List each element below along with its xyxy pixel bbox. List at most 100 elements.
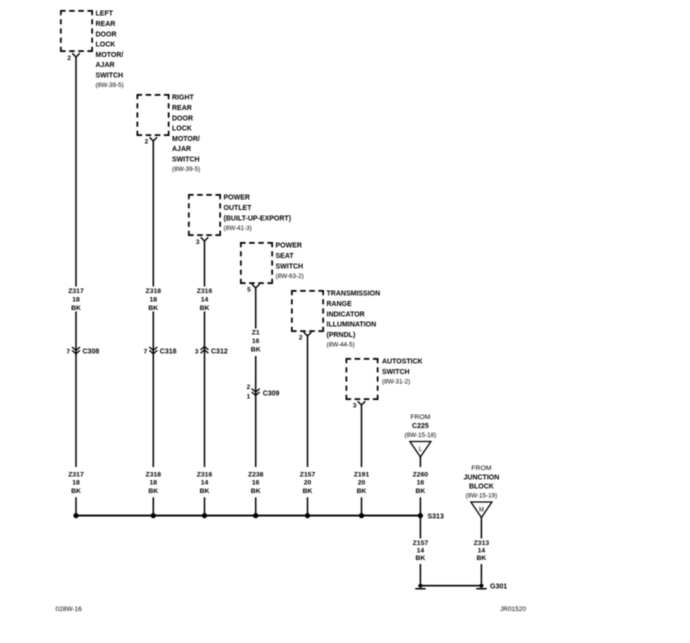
svg-text:BK: BK	[415, 488, 425, 495]
svg-text:7: 7	[66, 349, 70, 356]
svg-text:5: 5	[247, 287, 251, 294]
svg-text:BK: BK	[71, 305, 81, 312]
svg-text:C225: C225	[412, 423, 429, 430]
svg-text:INDICATOR: INDICATOR	[327, 311, 365, 318]
svg-text:(8W-41-3): (8W-41-3)	[224, 225, 252, 232]
svg-text:(8W-63-2): (8W-63-2)	[276, 273, 304, 280]
svg-text:G301: G301	[490, 584, 507, 591]
svg-text:20: 20	[304, 480, 312, 487]
svg-text:RANGE: RANGE	[327, 301, 353, 308]
svg-text:(8W-15-19): (8W-15-19)	[466, 492, 498, 499]
svg-text:(BUILT-UP-EXPORT): (BUILT-UP-EXPORT)	[224, 215, 292, 222]
svg-text:(8W-39-5): (8W-39-5)	[172, 166, 200, 173]
svg-text:BK: BK	[251, 346, 261, 353]
svg-text:C308: C308	[83, 349, 100, 356]
svg-text:Z1: Z1	[252, 330, 260, 337]
svg-text:7: 7	[144, 349, 148, 356]
svg-text:Z191: Z191	[354, 471, 370, 478]
svg-text:3: 3	[353, 403, 357, 410]
svg-text:OUTLET: OUTLET	[224, 205, 253, 212]
svg-text:3: 3	[195, 349, 199, 356]
svg-text:18: 18	[150, 480, 158, 487]
svg-text:028W-16: 028W-16	[56, 606, 83, 613]
svg-text:MOTOR/: MOTOR/	[172, 136, 200, 143]
svg-text:Z157: Z157	[300, 471, 316, 478]
svg-text:AJAR: AJAR	[96, 62, 115, 69]
svg-text:REAR: REAR	[96, 21, 116, 28]
svg-text:SWITCH: SWITCH	[96, 73, 124, 80]
svg-text:SWITCH: SWITCH	[276, 263, 304, 270]
svg-text:RIGHT: RIGHT	[172, 95, 195, 102]
svg-text:(8W-15-18): (8W-15-18)	[405, 432, 437, 439]
svg-text:Z238: Z238	[248, 471, 264, 478]
svg-text:JUNCTION: JUNCTION	[464, 475, 500, 482]
svg-text:1: 1	[247, 394, 251, 401]
svg-text:POWER: POWER	[276, 243, 302, 250]
svg-text:AUTOSTICK: AUTOSTICK	[382, 359, 423, 366]
svg-text:16: 16	[417, 480, 425, 487]
svg-text:DOOR: DOOR	[96, 31, 117, 38]
svg-text:S313: S313	[428, 514, 444, 521]
svg-text:Z260: Z260	[413, 471, 429, 478]
svg-text:AJAR: AJAR	[172, 146, 191, 153]
svg-text:(8W-39-5): (8W-39-5)	[96, 82, 124, 89]
svg-text:14: 14	[201, 480, 209, 487]
svg-text:POWER: POWER	[224, 195, 250, 202]
svg-text:MOTOR/: MOTOR/	[96, 52, 124, 59]
svg-text:(8W-44-5): (8W-44-5)	[327, 341, 355, 348]
svg-text:SEAT: SEAT	[276, 253, 295, 260]
svg-text:14: 14	[417, 547, 425, 554]
svg-text:BK: BK	[71, 488, 81, 495]
svg-text:JR01520: JR01520	[500, 606, 526, 613]
svg-text:C309: C309	[263, 390, 280, 397]
svg-text:SWITCH: SWITCH	[172, 157, 200, 164]
svg-text:BK: BK	[303, 488, 313, 495]
svg-text:SWITCH: SWITCH	[382, 369, 410, 376]
svg-text:BK: BK	[148, 305, 158, 312]
svg-text:16: 16	[252, 480, 260, 487]
svg-text:Z157: Z157	[413, 540, 429, 547]
svg-text:BK: BK	[200, 488, 210, 495]
svg-text:BK: BK	[415, 555, 425, 562]
svg-text:M: M	[479, 506, 484, 513]
svg-text:Z318: Z318	[146, 471, 162, 478]
svg-text:FROM: FROM	[471, 465, 491, 472]
svg-text:FROM: FROM	[410, 414, 430, 421]
svg-text:(PRNDL): (PRNDL)	[327, 332, 356, 339]
svg-text:16: 16	[252, 338, 260, 345]
svg-text:2: 2	[299, 335, 303, 342]
svg-text:20: 20	[358, 480, 366, 487]
svg-text:Z316: Z316	[197, 288, 213, 295]
svg-text:Z318: Z318	[146, 288, 162, 295]
svg-text:C318: C318	[160, 349, 177, 356]
svg-text:REAR: REAR	[172, 105, 192, 112]
svg-text:LOCK: LOCK	[96, 42, 116, 49]
svg-text:Z317: Z317	[68, 471, 84, 478]
svg-text:BK: BK	[476, 555, 486, 562]
svg-text:BK: BK	[200, 305, 210, 312]
svg-text:L: L	[419, 446, 423, 453]
svg-text:14: 14	[201, 297, 209, 304]
svg-text:LEFT: LEFT	[96, 11, 114, 18]
svg-text:14: 14	[478, 547, 486, 554]
svg-text:LOCK: LOCK	[172, 126, 192, 133]
svg-text:TRANSMISSION: TRANSMISSION	[327, 291, 381, 298]
svg-text:Z317: Z317	[68, 288, 84, 295]
svg-text:2: 2	[247, 384, 251, 391]
svg-text:(8W-31-2): (8W-31-2)	[382, 379, 410, 386]
svg-text:18: 18	[150, 297, 158, 304]
svg-text:18: 18	[72, 297, 80, 304]
svg-text:DOOR: DOOR	[172, 115, 193, 122]
svg-text:Z313: Z313	[474, 540, 490, 547]
svg-text:BK: BK	[357, 488, 367, 495]
svg-text:BLOCK: BLOCK	[469, 484, 494, 491]
svg-text:BK: BK	[251, 488, 261, 495]
svg-text:3: 3	[196, 239, 200, 246]
svg-text:ILLUMINATION: ILLUMINATION	[327, 322, 377, 329]
svg-text:Z316: Z316	[197, 471, 213, 478]
svg-text:2: 2	[67, 55, 71, 62]
svg-text:BK: BK	[148, 488, 158, 495]
svg-text:2: 2	[145, 139, 149, 146]
svg-text:18: 18	[72, 480, 80, 487]
svg-text:C312: C312	[211, 349, 228, 356]
